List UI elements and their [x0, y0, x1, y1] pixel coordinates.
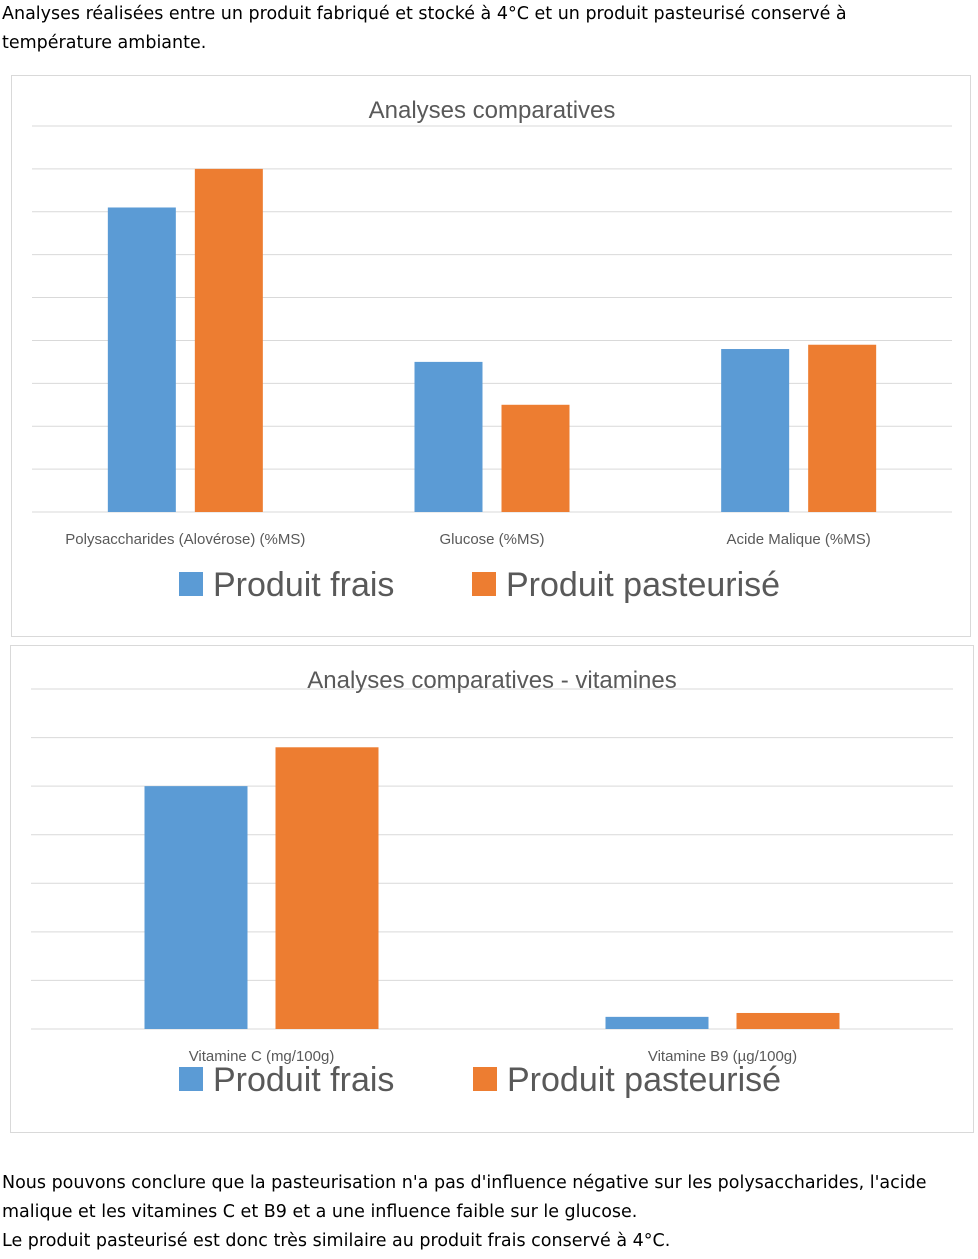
- conclusion-line-2: Le produit pasteurisé est donc très simi…: [2, 1231, 671, 1251]
- legend-label: Produit frais: [213, 1061, 394, 1099]
- category-label: Vitamine B9 (µg/100g): [648, 1048, 797, 1065]
- legend-swatch: [179, 572, 203, 596]
- bar-frais-1: [144, 786, 248, 1029]
- conclusion-line-1: Nous pouvons conclure que la pasteurisat…: [2, 1173, 927, 1222]
- legend-label: Produit pasteurisé: [507, 1061, 781, 1099]
- bar-pasteurise-1: [275, 747, 379, 1029]
- conclusion-text: Nous pouvons conclure que la pasteurisat…: [2, 1169, 977, 1256]
- legend-label: Produit pasteurisé: [506, 566, 780, 604]
- bar-pasteurise-3: [808, 344, 877, 512]
- chart-analyses-comparatives: Analyses comparatives Polysaccharides (Al…: [11, 75, 971, 637]
- chart-svg-vitamines: Analyses comparatives - vitamines Vitamin…: [31, 667, 953, 1099]
- category-label: Acide Malique (%MS): [727, 531, 871, 548]
- chart-svg-analyses: Analyses comparatives Polysaccharides (Al…: [32, 97, 952, 604]
- legend-swatch: [472, 572, 496, 596]
- bar-frais-3: [721, 349, 790, 512]
- bar-pasteurise-1: [194, 168, 263, 512]
- chart-title: Analyses comparatives: [369, 97, 616, 124]
- category-label: Vitamine C (mg/100g): [189, 1048, 335, 1065]
- chart-analyses-vitamines: Analyses comparatives - vitamines Vitamin…: [10, 645, 974, 1133]
- category-label: Polysaccharides (Alovérose) (%MS): [65, 531, 305, 548]
- bar-frais-2: [414, 361, 483, 512]
- bar-pasteurise-2: [501, 404, 570, 512]
- legend-swatch: [179, 1067, 203, 1091]
- category-label: Glucose (%MS): [439, 531, 544, 548]
- bar-frais-2: [605, 1016, 709, 1029]
- legend-swatch: [473, 1067, 497, 1091]
- bar-pasteurise-2: [736, 1012, 840, 1029]
- chart-title: Analyses comparatives - vitamines: [307, 667, 676, 694]
- intro-text: Analyses réalisées entre un produit fabr…: [2, 4, 847, 53]
- legend-label: Produit frais: [213, 566, 394, 604]
- bar-frais-1: [107, 207, 176, 512]
